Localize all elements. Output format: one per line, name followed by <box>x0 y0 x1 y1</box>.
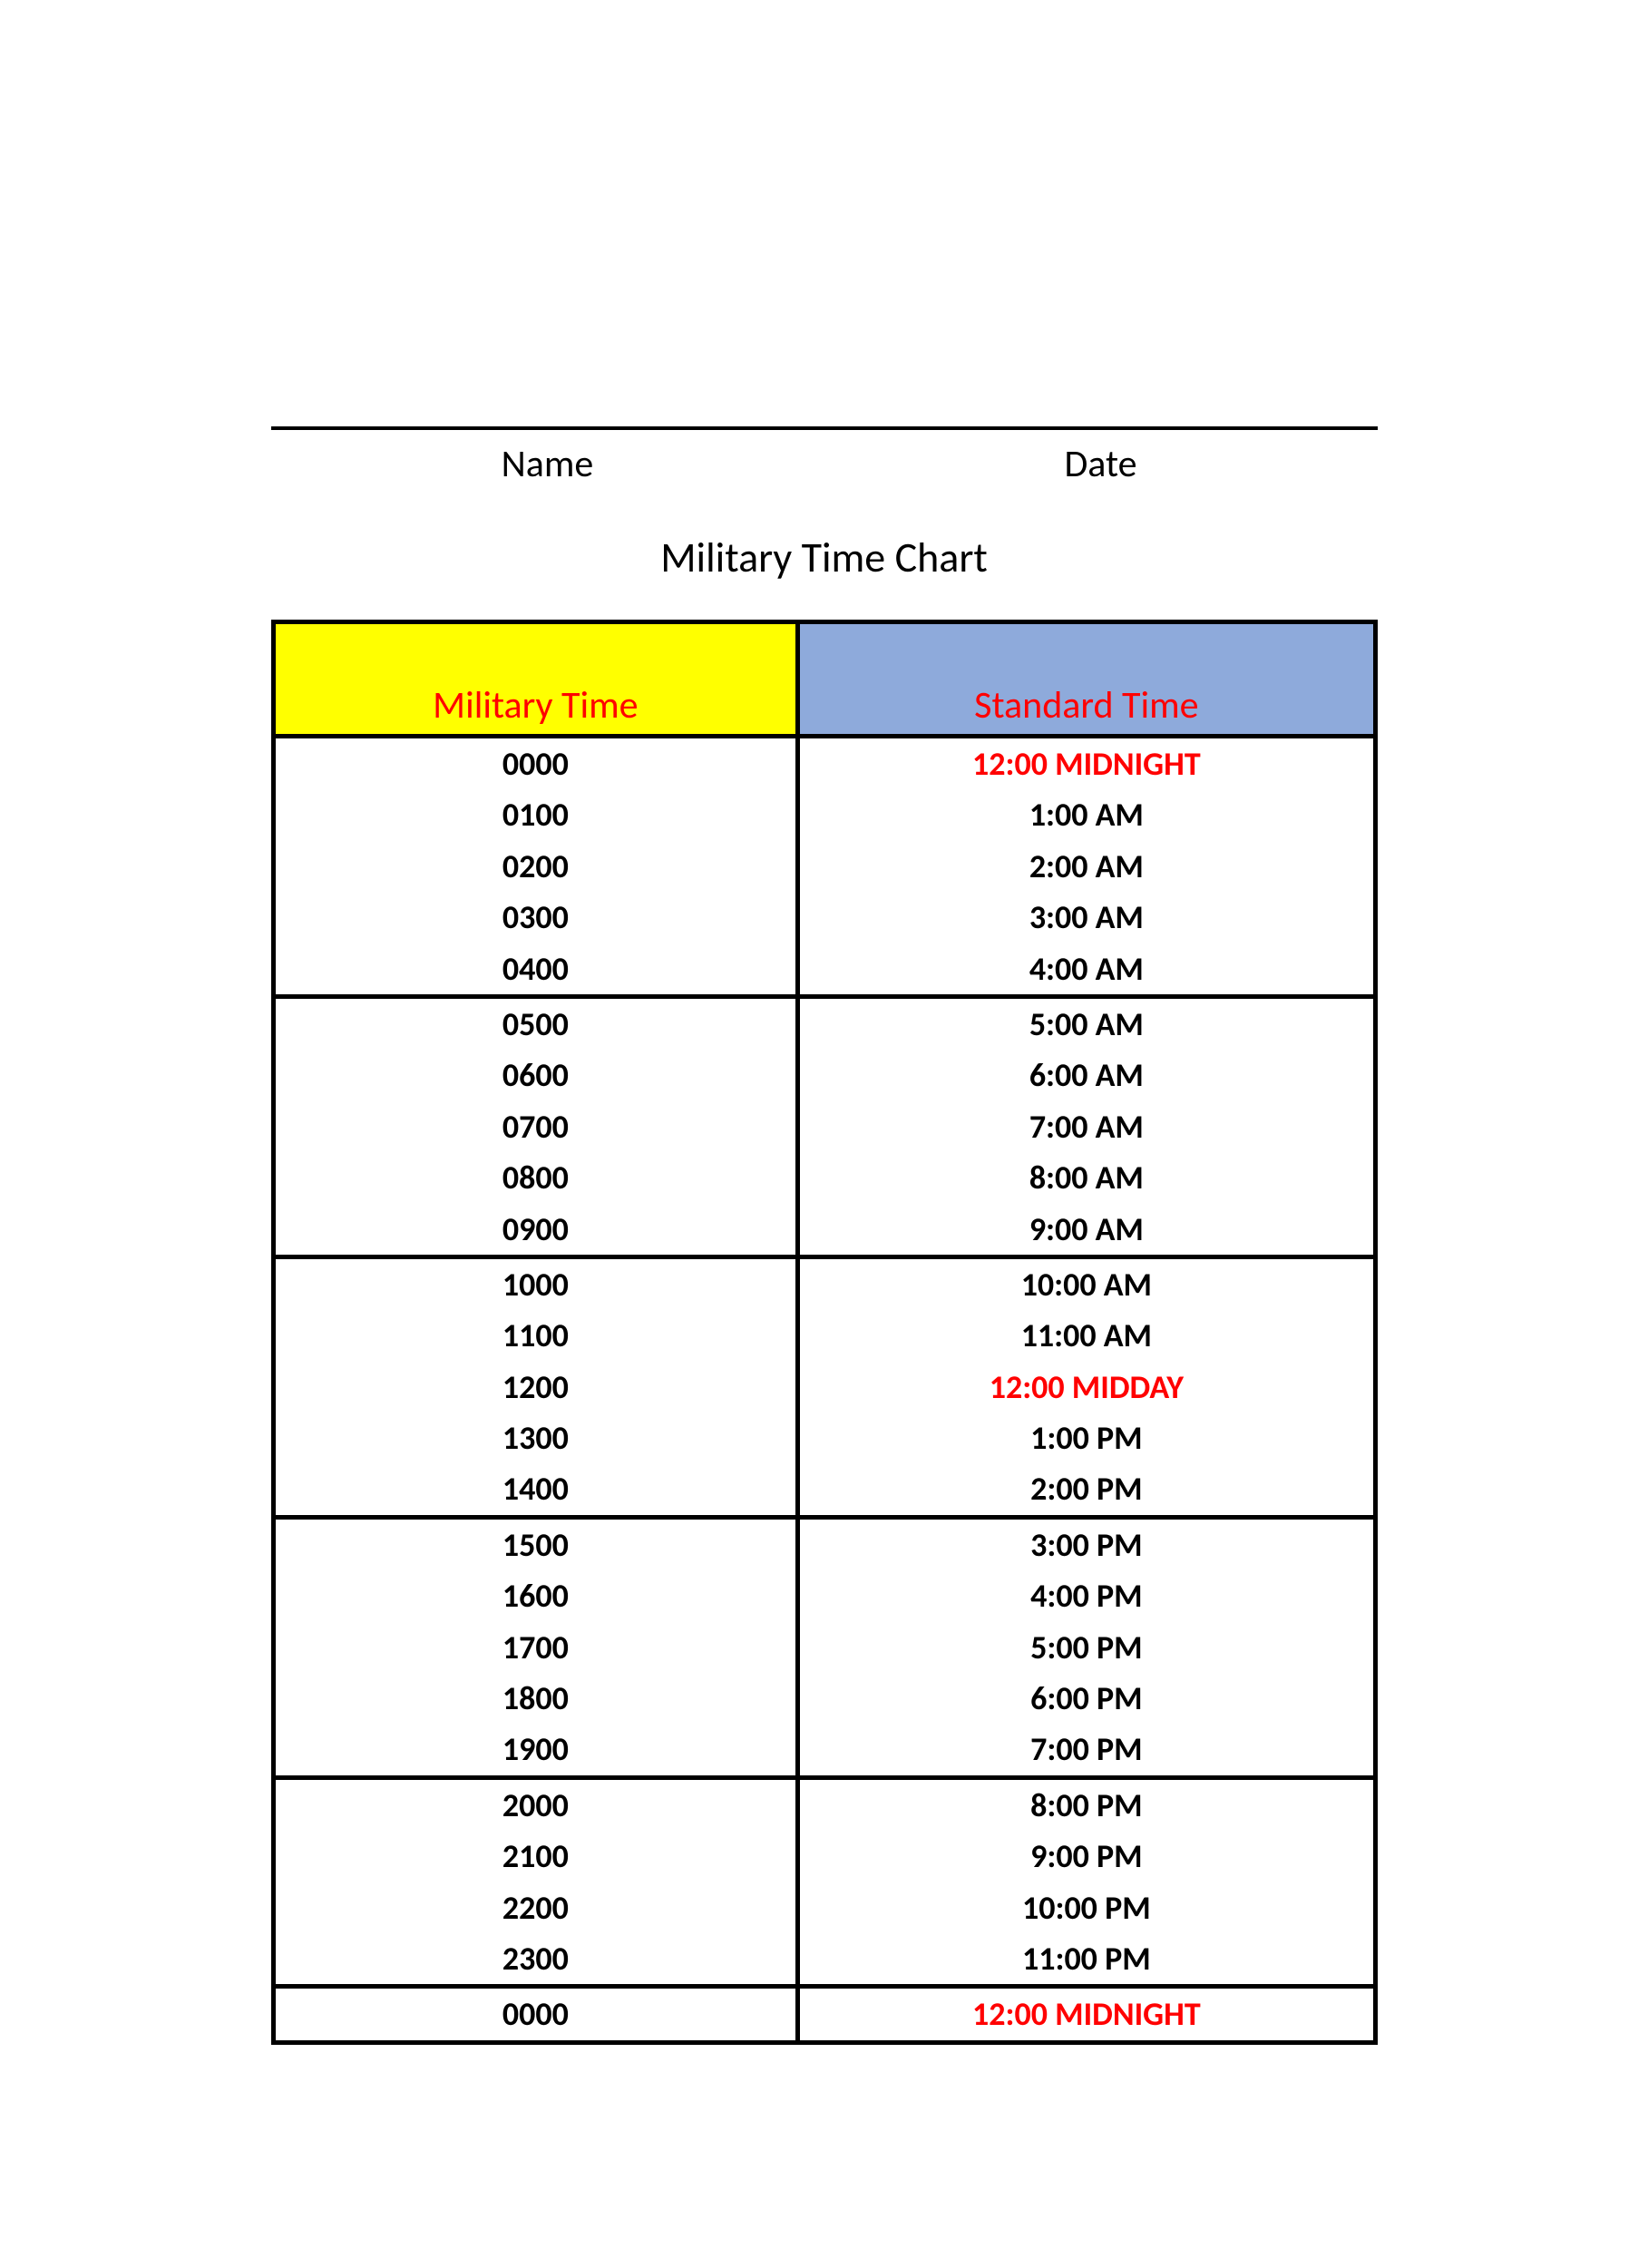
table-row: 19007:00 PM <box>273 1724 1375 1777</box>
table-row: 110011:00 AM <box>273 1310 1375 1361</box>
table-body: 000012:00 MIDNIGHT01001:00 AM02002:00 AM… <box>273 737 1375 2043</box>
table-row: 13001:00 PM <box>273 1413 1375 1463</box>
header-military-time: Military Time <box>273 622 798 737</box>
cell-military-time: 1600 <box>273 1570 798 1621</box>
cell-military-time: 1400 <box>273 1463 798 1517</box>
cell-standard-time: 6:00 PM <box>798 1673 1375 1724</box>
cell-military-time: 1800 <box>273 1673 798 1724</box>
table-row: 04004:00 AM <box>273 943 1375 997</box>
table-row: 05005:00 AM <box>273 996 1375 1050</box>
cell-standard-time: 12:00 MIDNIGHT <box>798 1987 1375 2042</box>
page: Name Date Military Time Chart Military T… <box>0 0 1648 2045</box>
table-row: 02002:00 AM <box>273 841 1375 892</box>
cell-standard-time: 1:00 PM <box>798 1413 1375 1463</box>
cell-standard-time: 4:00 AM <box>798 943 1375 997</box>
cell-military-time: 1500 <box>273 1517 798 1570</box>
cell-standard-time: 8:00 PM <box>798 1777 1375 1831</box>
table-row: 08008:00 AM <box>273 1152 1375 1203</box>
cell-standard-time: 6:00 AM <box>798 1050 1375 1100</box>
cell-military-time: 1200 <box>273 1362 798 1413</box>
cell-military-time: 0400 <box>273 943 798 997</box>
cell-standard-time: 12:00 MIDNIGHT <box>798 737 1375 790</box>
table-row: 16004:00 PM <box>273 1570 1375 1621</box>
cell-military-time: 1100 <box>273 1310 798 1361</box>
cell-military-time: 2100 <box>273 1831 798 1882</box>
cell-standard-time: 1:00 AM <box>798 789 1375 840</box>
cell-military-time: 0000 <box>273 1987 798 2042</box>
cell-military-time: 0600 <box>273 1050 798 1100</box>
cell-standard-time: 2:00 AM <box>798 841 1375 892</box>
cell-military-time: 2000 <box>273 1777 798 1831</box>
header-standard-time: Standard Time <box>798 622 1375 737</box>
table-row: 03003:00 AM <box>273 892 1375 943</box>
cell-standard-time: 5:00 AM <box>798 996 1375 1050</box>
name-label: Name <box>271 441 824 487</box>
cell-standard-time: 7:00 AM <box>798 1101 1375 1152</box>
cell-standard-time: 5:00 PM <box>798 1622 1375 1673</box>
cell-military-time: 1700 <box>273 1622 798 1673</box>
table-row: 000012:00 MIDNIGHT <box>273 1987 1375 2042</box>
cell-standard-time: 9:00 PM <box>798 1831 1375 1882</box>
cell-military-time: 1900 <box>273 1724 798 1777</box>
cell-standard-time: 7:00 PM <box>798 1724 1375 1777</box>
cell-military-time: 0100 <box>273 789 798 840</box>
cell-military-time: 2300 <box>273 1933 798 1987</box>
cell-military-time: 0000 <box>273 737 798 790</box>
cell-standard-time: 10:00 AM <box>798 1256 1375 1310</box>
cell-military-time: 0500 <box>273 996 798 1050</box>
table-row: 000012:00 MIDNIGHT <box>273 737 1375 790</box>
cell-military-time: 0900 <box>273 1204 798 1257</box>
table-row: 20008:00 PM <box>273 1777 1375 1831</box>
page-title: Military Time Chart <box>271 533 1378 583</box>
cell-standard-time: 2:00 PM <box>798 1463 1375 1517</box>
table-row: 14002:00 PM <box>273 1463 1375 1517</box>
table-row: 15003:00 PM <box>273 1517 1375 1570</box>
cell-standard-time: 12:00 MIDDAY <box>798 1362 1375 1413</box>
cell-military-time: 2200 <box>273 1882 798 1933</box>
cell-military-time: 0200 <box>273 841 798 892</box>
table-row: 06006:00 AM <box>273 1050 1375 1100</box>
cell-standard-time: 3:00 AM <box>798 892 1375 943</box>
table-row: 21009:00 PM <box>273 1831 1375 1882</box>
table-row: 100010:00 AM <box>273 1256 1375 1310</box>
table-row: 230011:00 PM <box>273 1933 1375 1987</box>
cell-standard-time: 8:00 AM <box>798 1152 1375 1203</box>
time-chart-table: Military Time Standard Time 000012:00 MI… <box>271 620 1378 2045</box>
table-row: 120012:00 MIDDAY <box>273 1362 1375 1413</box>
table-row: 220010:00 PM <box>273 1882 1375 1933</box>
table-row: 01001:00 AM <box>273 789 1375 840</box>
date-label: Date <box>824 441 1378 487</box>
cell-military-time: 0300 <box>273 892 798 943</box>
table-row: 07007:00 AM <box>273 1101 1375 1152</box>
cell-standard-time: 9:00 AM <box>798 1204 1375 1257</box>
cell-military-time: 0700 <box>273 1101 798 1152</box>
cell-standard-time: 3:00 PM <box>798 1517 1375 1570</box>
cell-military-time: 1300 <box>273 1413 798 1463</box>
cell-standard-time: 11:00 AM <box>798 1310 1375 1361</box>
table-row: 09009:00 AM <box>273 1204 1375 1257</box>
cell-standard-time: 4:00 PM <box>798 1570 1375 1621</box>
table-row: 17005:00 PM <box>273 1622 1375 1673</box>
form-row: Name Date <box>271 430 1378 496</box>
content-container: Name Date Military Time Chart Military T… <box>271 426 1378 2045</box>
cell-military-time: 0800 <box>273 1152 798 1203</box>
table-row: 18006:00 PM <box>273 1673 1375 1724</box>
cell-military-time: 1000 <box>273 1256 798 1310</box>
cell-standard-time: 11:00 PM <box>798 1933 1375 1987</box>
table-header-row: Military Time Standard Time <box>273 622 1375 737</box>
cell-standard-time: 10:00 PM <box>798 1882 1375 1933</box>
